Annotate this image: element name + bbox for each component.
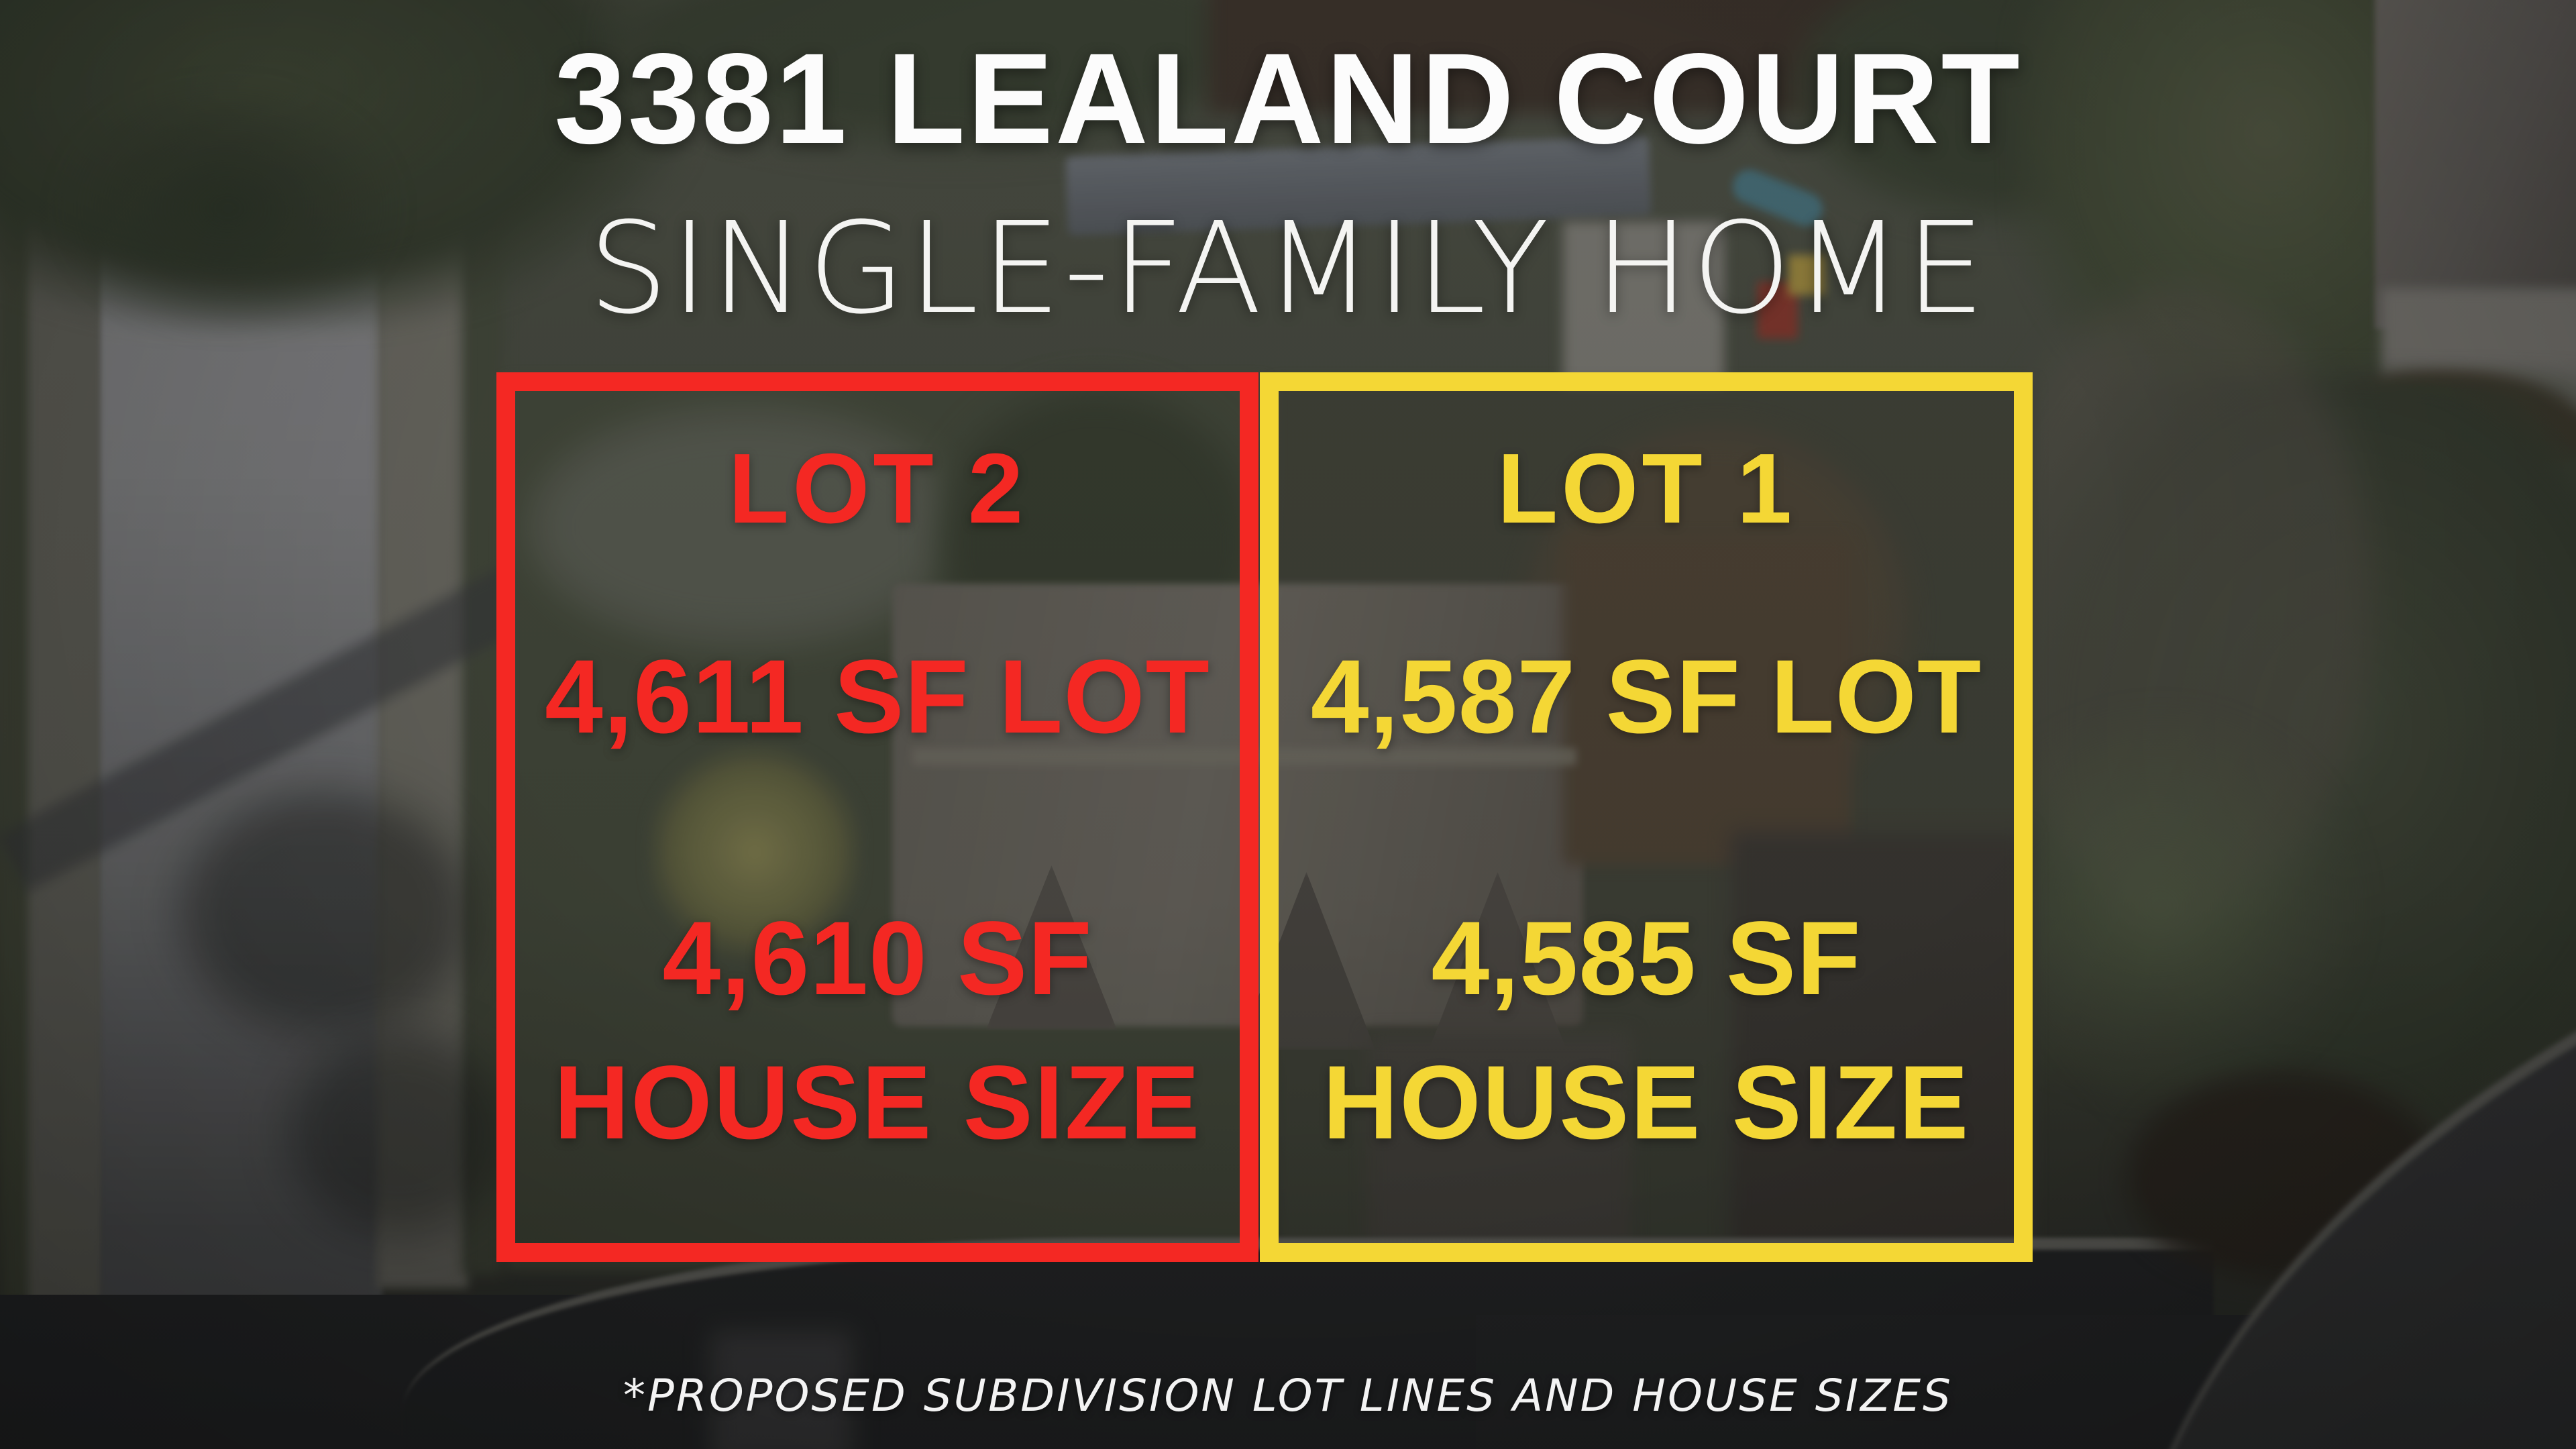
footnote: *PROPOSED SUBDIVISION LOT LINES AND HOUS… xyxy=(623,1370,1953,1421)
gravel-patch xyxy=(530,409,959,644)
lot-2-boundary: LOT 2 4,611 SF LOT 4,610 SF HOUSE SIZE xyxy=(496,372,1258,1262)
lot-1-house-size-value: 4,585 SF xyxy=(1431,900,1862,1017)
trees-top-left-dark xyxy=(54,80,402,335)
yellow-tree xyxy=(651,745,859,959)
neighbor-roof xyxy=(2375,0,2576,329)
lot-1-lot-size: 4,587 SF LOT xyxy=(1310,639,1982,755)
yellow-object xyxy=(1788,255,1825,295)
lot-1-house-size-caption: HOUSE SIZE xyxy=(1322,1044,1970,1161)
page-title: 3381 LEALAND COURT xyxy=(554,26,2022,170)
lot-1-label: LOT 1 xyxy=(1497,433,1796,544)
lot-2-house-size-value: 4,610 SF xyxy=(662,900,1093,1017)
tree-shadow-on-road-2 xyxy=(288,1033,510,1234)
lot-2-house-size-caption: HOUSE SIZE xyxy=(553,1044,1201,1161)
backyard-pavement xyxy=(1731,832,2026,1268)
lot-2-label: LOT 2 xyxy=(728,433,1027,544)
lot-1-boundary: LOT 1 4,587 SF LOT 4,585 SF HOUSE SIZE xyxy=(1260,372,2033,1262)
house-roof-right-wing xyxy=(1563,537,1851,865)
driveway-apron xyxy=(711,1332,852,1449)
tree-shadow-on-road xyxy=(181,792,470,1033)
lot-2-lot-size: 4,611 SF LOT xyxy=(545,639,1210,755)
page-subtitle: SINGLE-FAMILY HOME xyxy=(588,195,1988,342)
